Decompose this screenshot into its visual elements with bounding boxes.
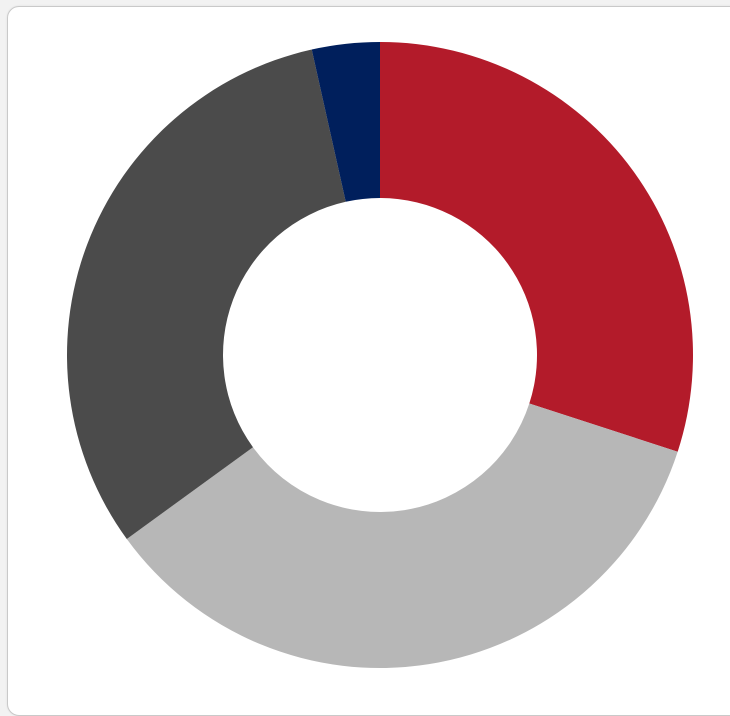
donut-slice-2 xyxy=(126,403,678,668)
donut-chart xyxy=(66,42,693,668)
donut-slices xyxy=(66,42,693,668)
donut-slice-1 xyxy=(380,42,693,452)
donut-slice-4 xyxy=(311,42,380,202)
donut-slice-3 xyxy=(66,49,346,539)
